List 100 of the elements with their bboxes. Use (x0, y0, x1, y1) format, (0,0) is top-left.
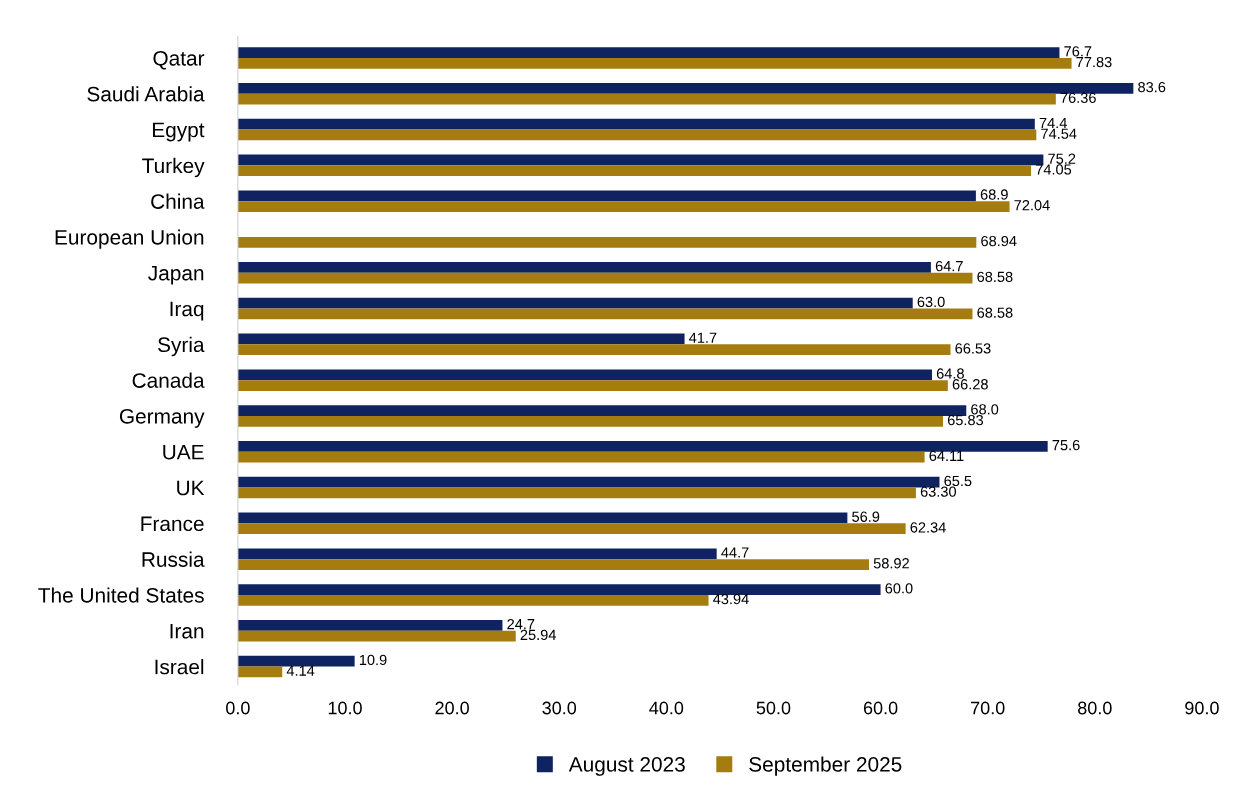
bar (237, 236, 977, 248)
y-tick-label: European Union (55, 229, 204, 249)
data-label: 24.7 (507, 618, 535, 630)
data-label: 63.30 (920, 486, 957, 497)
data-label: 44.7 (721, 547, 749, 558)
bar (237, 415, 944, 427)
y-tick-label: Turkey (142, 157, 205, 178)
data-label: 25.94 (520, 629, 556, 641)
bar (237, 548, 717, 560)
data-label: 83.6 (1138, 81, 1166, 93)
data-label: 68.58 (977, 271, 1013, 283)
bar (237, 584, 881, 595)
x-tick-label: 60.0 (863, 701, 898, 715)
legend-label: August 2023 (568, 756, 685, 776)
bar (237, 380, 948, 391)
bar (237, 308, 973, 320)
bar (237, 333, 685, 345)
x-tick-label: 50.0 (756, 701, 791, 715)
data-label: 74.05 (1035, 164, 1072, 175)
data-label: 4.14 (286, 665, 315, 676)
bar (237, 262, 931, 273)
data-label: 75.2 (1048, 153, 1076, 164)
x-tick-label: 70.0 (971, 701, 1005, 715)
bar (237, 165, 1032, 177)
bar (237, 272, 973, 284)
y-tick-label: China (151, 193, 205, 209)
data-label: 64.11 (929, 450, 964, 462)
bar (237, 47, 1060, 58)
bar (237, 559, 869, 570)
bar (237, 344, 951, 356)
data-label: 76.7 (1064, 46, 1092, 57)
y-tick-label: UK (177, 480, 205, 496)
bar (237, 82, 1134, 94)
bar (237, 620, 503, 631)
bar (237, 201, 1010, 212)
data-label: 41.7 (689, 332, 717, 343)
y-tick-label: Russia (142, 551, 205, 567)
bar (237, 655, 355, 667)
bar (237, 369, 932, 381)
data-label: 10.9 (359, 654, 387, 666)
x-tick-label: 40.0 (649, 701, 684, 715)
x-tick-label: 30.0 (542, 701, 577, 715)
data-label: 68.0 (971, 404, 999, 415)
data-label: 68.9 (980, 189, 1008, 200)
y-tick-label: Egypt (152, 122, 205, 142)
bar (237, 594, 709, 606)
x-tick-label: 80.0 (1078, 701, 1112, 715)
x-tick-label: 0.0 (226, 701, 250, 715)
y-tick-label: Canada (132, 372, 205, 388)
y-tick-label: The United States (38, 587, 204, 603)
data-label: 77.83 (1076, 56, 1112, 68)
data-label: 76.36 (1060, 92, 1096, 104)
bar (237, 523, 906, 535)
data-label: 60.0 (885, 583, 913, 594)
data-label: 56.9 (852, 511, 880, 522)
data-label: 74.4 (1039, 117, 1067, 128)
bar (237, 190, 976, 202)
y-tick-label: Iraq (170, 301, 204, 321)
bar (237, 405, 967, 416)
data-label: 64.8 (936, 368, 964, 379)
data-label: 63.0 (917, 296, 945, 308)
y-tick-label: Iran (170, 623, 204, 639)
bar (237, 487, 916, 499)
bar (237, 118, 1035, 130)
bar (237, 57, 1072, 69)
data-label: 66.28 (952, 379, 988, 390)
y-tick-label: Israel (155, 659, 204, 675)
bar (237, 154, 1044, 166)
bar (237, 630, 516, 642)
data-label: 65.83 (947, 414, 984, 426)
data-label: 66.53 (955, 343, 991, 354)
y-tick-label: Syria (158, 336, 205, 357)
data-label: 72.04 (1014, 200, 1050, 211)
y-tick-label: Germany (119, 408, 205, 428)
y-tick-label: Saudi Arabia (87, 86, 205, 102)
bar (237, 476, 940, 488)
data-label: 74.54 (1041, 128, 1077, 139)
x-tick-label: 10.0 (328, 701, 362, 715)
bar (237, 512, 848, 524)
data-label: 58.92 (873, 558, 909, 569)
legend-label: September 2025 (749, 756, 902, 776)
x-tick-label: 20.0 (435, 701, 469, 715)
bar (237, 666, 283, 678)
y-tick-label: UAE (163, 444, 204, 460)
bar (237, 93, 1056, 105)
bar (237, 451, 925, 463)
data-label: 43.94 (713, 593, 749, 605)
data-label: 65.5 (944, 475, 972, 487)
bar (237, 129, 1037, 141)
y-tick-label: France (141, 516, 204, 532)
data-label: 68.94 (981, 235, 1017, 247)
data-label: 64.7 (935, 260, 963, 272)
y-tick-label: Japan (148, 265, 204, 285)
y-tick-label: Qatar (153, 50, 205, 70)
bar (237, 297, 913, 309)
x-tick-label: 90.0 (1185, 701, 1219, 715)
bar (237, 441, 1048, 452)
data-label: 68.58 (977, 307, 1013, 318)
data-label: 62.34 (910, 522, 946, 533)
data-label: 75.6 (1052, 439, 1080, 451)
